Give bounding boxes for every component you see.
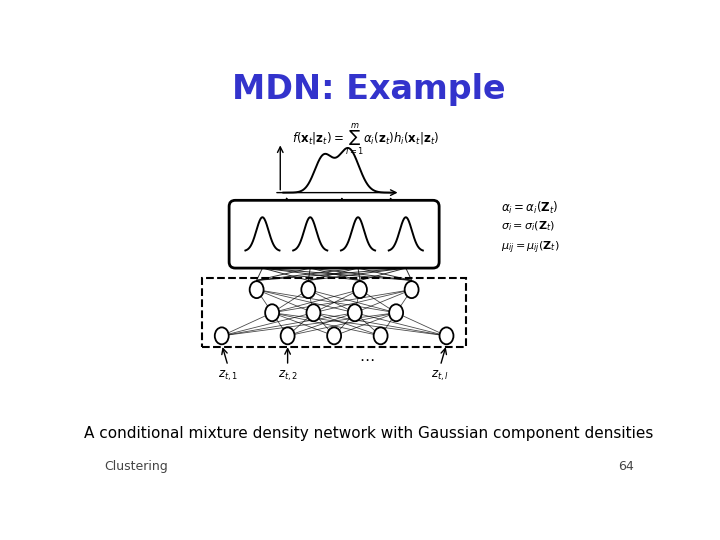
Ellipse shape [307,304,320,321]
Text: $z_{t,1}$: $z_{t,1}$ [218,369,238,383]
Text: $z_{t,l}$: $z_{t,l}$ [431,369,449,383]
Ellipse shape [265,304,279,321]
Ellipse shape [281,327,294,345]
FancyBboxPatch shape [202,278,466,347]
Text: $z_{t,2}$: $z_{t,2}$ [278,369,297,383]
Text: MDN: Example: MDN: Example [232,72,506,105]
Text: A conditional mixture density network with Gaussian component densities: A conditional mixture density network wi… [84,426,654,441]
Ellipse shape [389,304,403,321]
FancyBboxPatch shape [229,200,439,268]
Text: $\cdots$: $\cdots$ [359,350,375,366]
Ellipse shape [348,304,361,321]
Ellipse shape [327,327,341,345]
Text: $\sigma_i = \sigma_i(\mathbf{Z}_t)$
$\mu_{ij} = \mu_{ij}(\mathbf{Z}_t)$: $\sigma_i = \sigma_i(\mathbf{Z}_t)$ $\mu… [500,220,559,256]
Text: $f(\mathbf{x}_t|\mathbf{z}_t) = \sum_{i=1}^{m} \alpha_i(\mathbf{z}_t) h_i(\mathb: $f(\mathbf{x}_t|\mathbf{z}_t) = \sum_{i=… [292,122,438,157]
Ellipse shape [374,327,387,345]
Ellipse shape [215,327,229,345]
Text: 64: 64 [618,460,634,473]
Ellipse shape [405,281,418,298]
Text: Clustering: Clustering [104,460,168,473]
Ellipse shape [439,327,454,345]
Ellipse shape [250,281,264,298]
Ellipse shape [301,281,315,298]
Ellipse shape [353,281,367,298]
Text: $\alpha_i = \alpha_i(\mathbf{Z}_t)$: $\alpha_i = \alpha_i(\mathbf{Z}_t)$ [500,200,558,216]
